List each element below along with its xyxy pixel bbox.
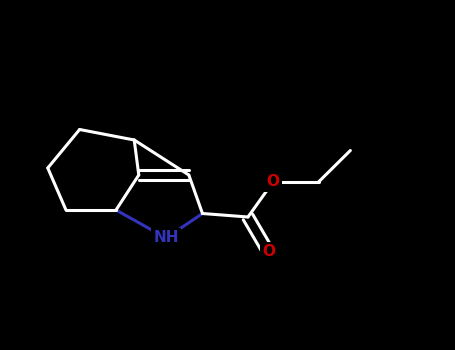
Text: O: O — [262, 245, 275, 259]
Text: O: O — [267, 175, 279, 189]
Text: NH: NH — [153, 231, 179, 245]
